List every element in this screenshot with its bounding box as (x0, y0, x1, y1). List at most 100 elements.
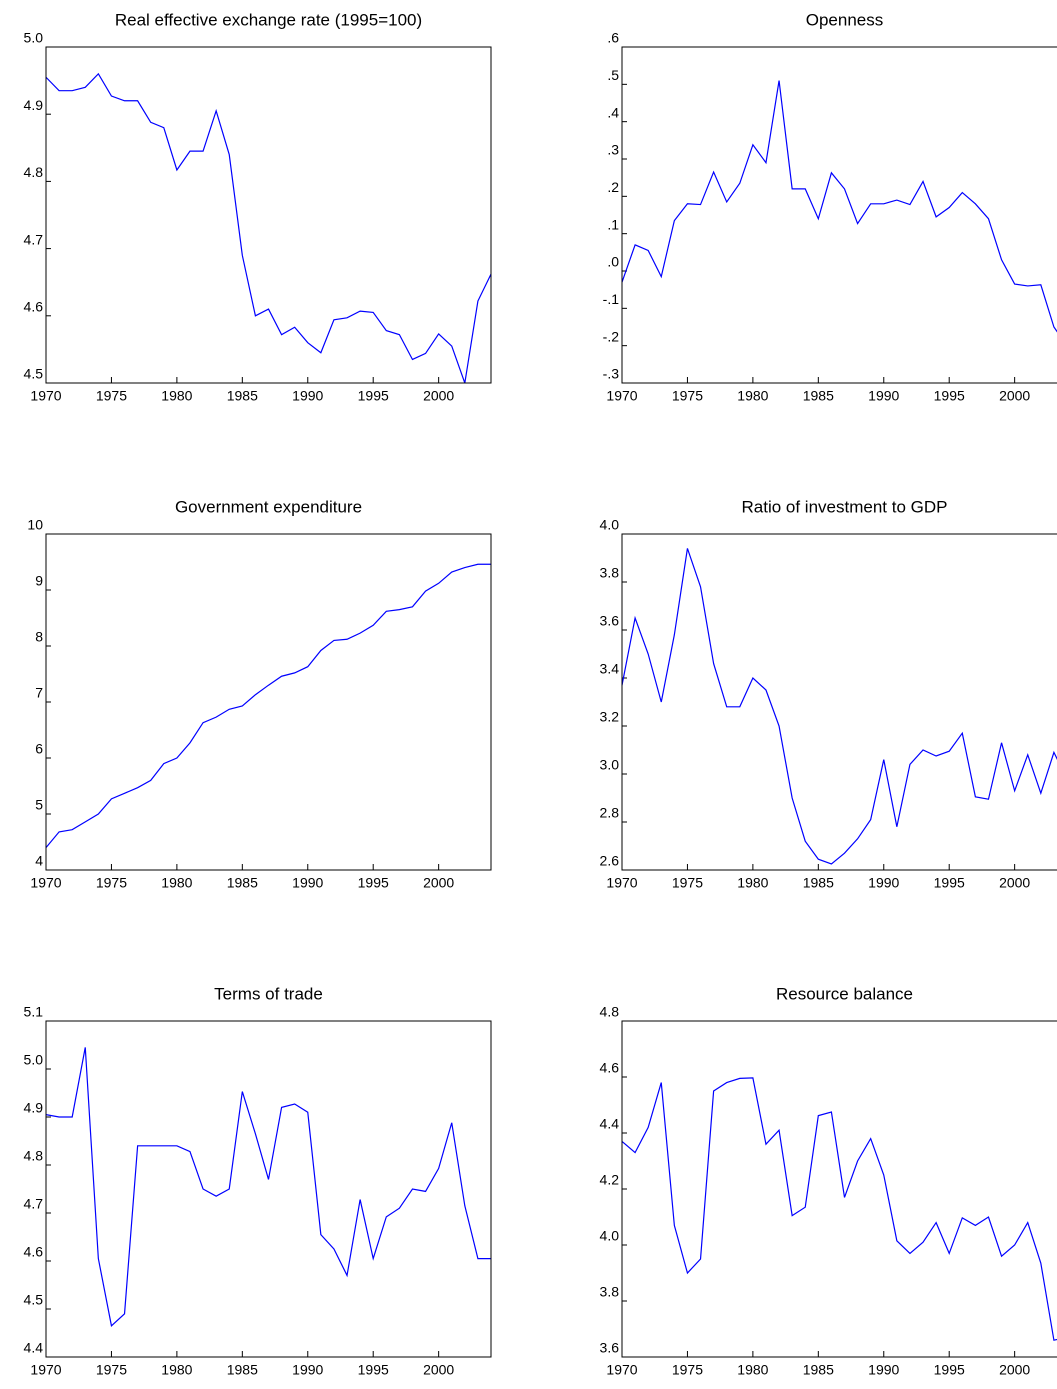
x-tick-label: 1975 (96, 388, 127, 404)
y-tick-label: 4.4 (600, 1116, 620, 1132)
x-tick-label: 1970 (606, 388, 637, 404)
y-tick-label: 4.6 (24, 299, 44, 315)
x-tick-label: 1985 (227, 1362, 258, 1378)
plot-frame (621, 46, 1057, 384)
x-tick-label: 2000 (423, 388, 454, 404)
plot-frame (621, 533, 1057, 871)
chart-title: Government expenditure (175, 497, 362, 516)
x-tick-label: 1990 (292, 875, 323, 891)
data-line (621, 80, 1057, 333)
x-tick-label: 1980 (161, 875, 192, 891)
y-tick-label: .0 (607, 254, 619, 270)
x-tick-label: 1980 (737, 1362, 768, 1378)
y-tick-label: 4.8 (24, 164, 44, 180)
x-tick-label: 1990 (292, 1362, 323, 1378)
x-tick-label: 1995 (934, 388, 965, 404)
y-tick-label: 8 (35, 629, 43, 645)
data-line (621, 1077, 1057, 1341)
chart-title: Terms of trade (214, 984, 323, 1003)
x-tick-label: 1980 (161, 1362, 192, 1378)
x-tick-label: 1990 (292, 388, 323, 404)
data-line (45, 563, 491, 848)
x-tick-label: 1985 (803, 1362, 834, 1378)
y-tick-label: -.2 (603, 328, 620, 344)
plot-frame (45, 1020, 492, 1358)
y-tick-label: 5 (35, 797, 43, 813)
y-tick-label: 3.8 (600, 565, 620, 581)
y-tick-label: .4 (607, 104, 619, 120)
x-tick-label: 1980 (737, 875, 768, 891)
y-tick-label: .2 (607, 179, 619, 195)
y-tick-label: 4.5 (24, 1292, 44, 1308)
x-tick-label: 1995 (358, 1362, 389, 1378)
data-line (45, 1047, 491, 1327)
x-tick-label: 1995 (934, 1362, 965, 1378)
y-tick-label: 4.6 (24, 1244, 44, 1260)
x-tick-label: 1995 (358, 875, 389, 891)
x-tick-label: 2000 (999, 1362, 1030, 1378)
y-tick-label: .1 (607, 216, 619, 232)
x-tick-label: 1980 (161, 388, 192, 404)
y-tick-label: .6 (607, 30, 619, 46)
y-tick-label: 4.7 (24, 1196, 44, 1212)
x-tick-label: 1970 (30, 388, 61, 404)
x-tick-label: 2000 (999, 875, 1030, 891)
x-tick-label: 1975 (672, 388, 703, 404)
y-tick-label: 4.9 (24, 97, 44, 113)
x-tick-label: 1970 (30, 1362, 61, 1378)
x-tick-label: 1975 (96, 1362, 127, 1378)
y-tick-label: 2.6 (600, 853, 620, 869)
y-tick-label: 5.1 (24, 1004, 44, 1020)
y-tick-label: 4 (35, 853, 43, 869)
y-tick-label: 4.0 (600, 1228, 620, 1244)
x-tick-label: 1980 (737, 388, 768, 404)
y-tick-label: 4.9 (24, 1100, 44, 1116)
x-tick-label: 1975 (672, 1362, 703, 1378)
x-tick-label: 1985 (803, 388, 834, 404)
y-tick-label: 9 (35, 573, 43, 589)
data-line (45, 72, 492, 384)
x-tick-label: 1995 (358, 388, 389, 404)
y-tick-label: 4.8 (24, 1148, 44, 1164)
y-tick-label: -.1 (603, 291, 620, 307)
x-tick-label: 2000 (423, 875, 454, 891)
y-tick-label: 3.6 (600, 613, 620, 629)
x-tick-label: 1985 (227, 388, 258, 404)
chart-title: Openness (806, 10, 884, 29)
y-tick-label: 4.6 (600, 1060, 620, 1076)
x-tick-label: 2000 (423, 1362, 454, 1378)
y-tick-label: 4.7 (24, 231, 44, 247)
y-tick-label: 4.2 (600, 1172, 620, 1188)
x-tick-label: 1990 (868, 388, 899, 404)
y-tick-label: 4.0 (600, 517, 620, 533)
x-tick-label: 1990 (868, 875, 899, 891)
y-tick-label: 3.8 (600, 1284, 620, 1300)
y-tick-label: 4.4 (24, 1340, 44, 1356)
y-tick-label: 4.5 (24, 366, 44, 382)
x-tick-label: 1975 (672, 875, 703, 891)
chart-title: Real effective exchange rate (1995=100) (115, 10, 422, 29)
x-tick-label: 1985 (803, 875, 834, 891)
plot-frame (621, 1020, 1057, 1358)
y-tick-label: 7 (35, 685, 43, 701)
y-tick-label: 10 (27, 517, 43, 533)
plot-frame (45, 533, 492, 871)
x-tick-label: 1970 (30, 875, 61, 891)
plot-frame (45, 46, 492, 384)
y-tick-label: .5 (607, 67, 619, 83)
y-tick-label: -.3 (603, 366, 620, 382)
y-tick-label: .3 (607, 142, 619, 158)
data-line (621, 548, 1057, 865)
y-tick-label: 5.0 (24, 30, 44, 46)
x-tick-label: 1995 (934, 875, 965, 891)
y-tick-label: 3.6 (600, 1340, 620, 1356)
y-tick-label: 3.4 (600, 661, 620, 677)
x-tick-label: 1985 (227, 875, 258, 891)
y-tick-label: 6 (35, 741, 43, 757)
y-tick-label: 2.8 (600, 805, 620, 821)
chart-title: Resource balance (776, 984, 913, 1003)
x-tick-label: 1975 (96, 875, 127, 891)
y-tick-label: 3.2 (600, 709, 620, 725)
x-tick-label: 2000 (999, 388, 1030, 404)
